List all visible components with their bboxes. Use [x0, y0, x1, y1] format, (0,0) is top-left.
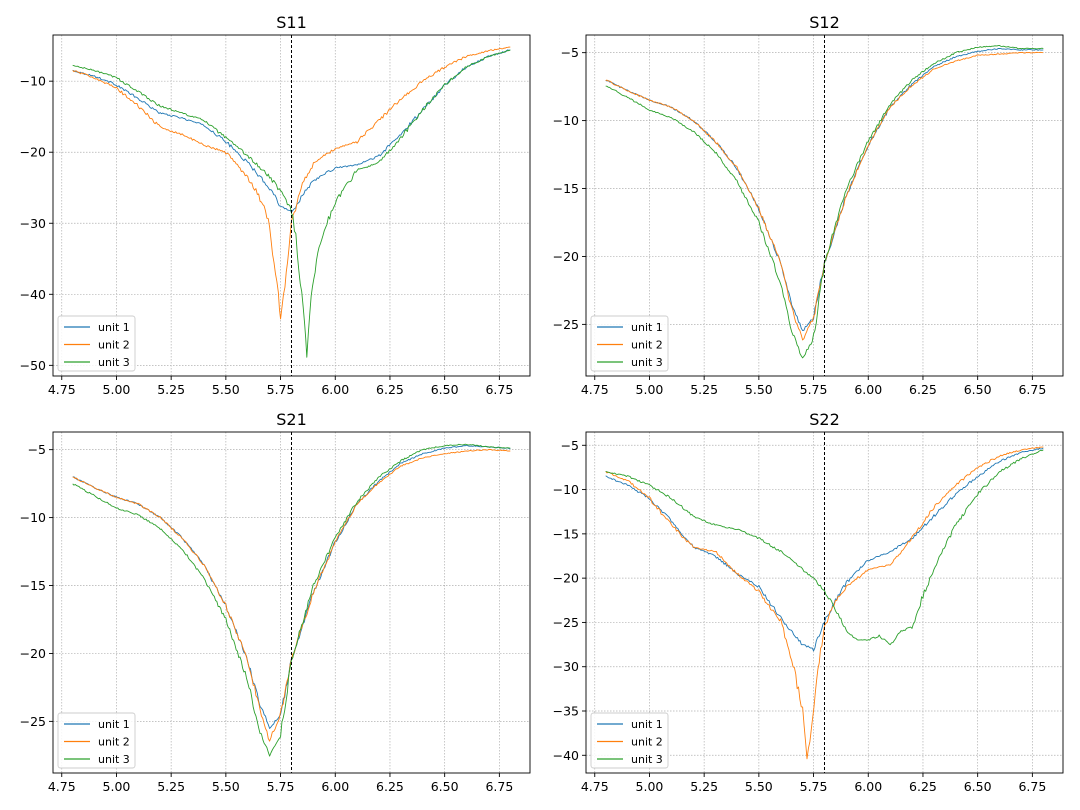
x-tick-label: 5.50 [745, 382, 773, 397]
y-tick-label: −20 [553, 571, 579, 586]
y-tick-label: −15 [553, 526, 579, 541]
x-tick-label: 5.25 [690, 382, 718, 397]
y-tick-label: −20 [20, 145, 46, 160]
y-tick-label: −20 [20, 646, 46, 661]
plot-frame [585, 431, 1064, 774]
x-tick-label: 5.25 [157, 779, 185, 794]
x-tick-label: 6.50 [431, 779, 459, 794]
legend-label: unit 1 [631, 321, 663, 334]
panel-s12: 4.75 5.00 5.25 5.50 5.75 6.00 6.25 6.50 6.75 −5 −1… [553, 13, 1064, 397]
y-tick-label: −25 [553, 317, 579, 332]
x-tick-label: 5.75 [267, 779, 295, 794]
y-tick-label: −25 [553, 615, 579, 630]
x-tick-label: 5.75 [267, 382, 295, 397]
legend-label: unit 1 [98, 321, 130, 334]
legend-box [57, 712, 136, 769]
x-tick-label: 4.75 [581, 382, 609, 397]
series-line-unit-3 [605, 45, 1044, 359]
x-tick-label: 6.75 [485, 382, 513, 397]
x-tick-label: 6.00 [854, 382, 882, 397]
y-tick-label: −15 [20, 578, 46, 593]
x-tick-label: 5.25 [690, 779, 718, 794]
series-line-unit-2 [72, 449, 511, 742]
x-tick-label: 4.75 [48, 779, 76, 794]
series-line-unit-1 [605, 47, 1044, 331]
y-tick-label: −5 [28, 442, 46, 457]
x-tick-label: 5.00 [636, 779, 664, 794]
x-tick-label: 5.00 [103, 382, 131, 397]
panel-s11: 4.75 5.00 5.25 5.50 5.75 6.00 6.25 6.50 6.75 −10 −… [20, 13, 531, 397]
x-tick-label: 4.75 [48, 382, 76, 397]
series-line-unit-3 [72, 443, 511, 757]
series-group [72, 443, 511, 757]
legend-label: unit 1 [631, 718, 663, 731]
x-tick-label: 6.00 [854, 779, 882, 794]
x-tick-label: 6.50 [964, 779, 992, 794]
series-line-unit-2 [72, 46, 511, 320]
series-line-unit-2 [605, 446, 1044, 760]
y-tick-label: −5 [561, 45, 579, 60]
y-tick-label: −10 [20, 510, 46, 525]
y-tick-label: −50 [20, 358, 46, 373]
x-tick-label: 6.25 [376, 382, 404, 397]
chart-title: S22 [809, 410, 840, 429]
y-tick-label: −20 [553, 249, 579, 264]
y-tick-label: −10 [20, 74, 46, 89]
y-tick-label: −15 [553, 181, 579, 196]
plot-frame [585, 34, 1064, 377]
x-tick-label: 6.75 [1018, 779, 1046, 794]
y-tick-label: −30 [553, 659, 579, 674]
x-tick-label: 5.75 [800, 382, 828, 397]
x-tick-label: 5.50 [212, 779, 240, 794]
legend-box [590, 315, 669, 372]
x-tick-label: 6.25 [909, 382, 937, 397]
x-tick-label: 6.25 [909, 779, 937, 794]
chart-title: S12 [809, 13, 840, 32]
panel-s21: 4.75 5.00 5.25 5.50 5.75 6.00 6.25 6.50 6.75 −5 −1… [20, 410, 531, 794]
y-tick-label: −40 [20, 287, 46, 302]
legend-box [57, 315, 136, 372]
x-tick-label: 6.50 [431, 382, 459, 397]
y-tick-label: −30 [20, 216, 46, 231]
x-tick-label: 5.75 [800, 779, 828, 794]
series-line-unit-3 [605, 449, 1044, 646]
series-group [605, 45, 1044, 359]
chart-title: S21 [276, 410, 307, 429]
legend-label: unit 3 [98, 356, 130, 369]
legend-label: unit 3 [631, 753, 663, 766]
x-tick-label: 6.75 [1018, 382, 1046, 397]
x-tick-label: 5.25 [157, 382, 185, 397]
x-tick-label: 6.75 [485, 779, 513, 794]
x-tick-label: 6.25 [376, 779, 404, 794]
legend-label: unit 1 [98, 718, 130, 731]
y-tick-label: −5 [561, 438, 579, 453]
x-tick-label: 6.00 [321, 779, 349, 794]
legend-label: unit 2 [98, 339, 130, 352]
legend-label: unit 3 [98, 753, 130, 766]
chart-title: S11 [276, 13, 307, 32]
y-tick-label: −10 [553, 482, 579, 497]
panel-s22: 4.75 5.00 5.25 5.50 5.75 6.00 6.25 6.50 6.75 −5 −1… [553, 410, 1064, 794]
y-tick-label: −40 [553, 748, 579, 763]
legend-label: unit 2 [631, 736, 663, 749]
series-line-unit-3 [72, 49, 511, 358]
legend-label: unit 3 [631, 356, 663, 369]
x-tick-label: 5.00 [103, 779, 131, 794]
legend-box [590, 712, 669, 769]
legend-label: unit 2 [98, 736, 130, 749]
x-tick-label: 5.50 [212, 382, 240, 397]
x-tick-label: 4.75 [581, 779, 609, 794]
plot-frame [52, 431, 531, 774]
y-tick-label: −25 [20, 714, 46, 729]
plot-frame [52, 34, 531, 377]
x-tick-label: 6.50 [964, 382, 992, 397]
x-tick-label: 5.50 [745, 779, 773, 794]
y-tick-label: −35 [553, 704, 579, 719]
x-tick-label: 5.00 [636, 382, 664, 397]
y-tick-label: −10 [553, 113, 579, 128]
legend-label: unit 2 [631, 339, 663, 352]
x-tick-label: 6.00 [321, 382, 349, 397]
